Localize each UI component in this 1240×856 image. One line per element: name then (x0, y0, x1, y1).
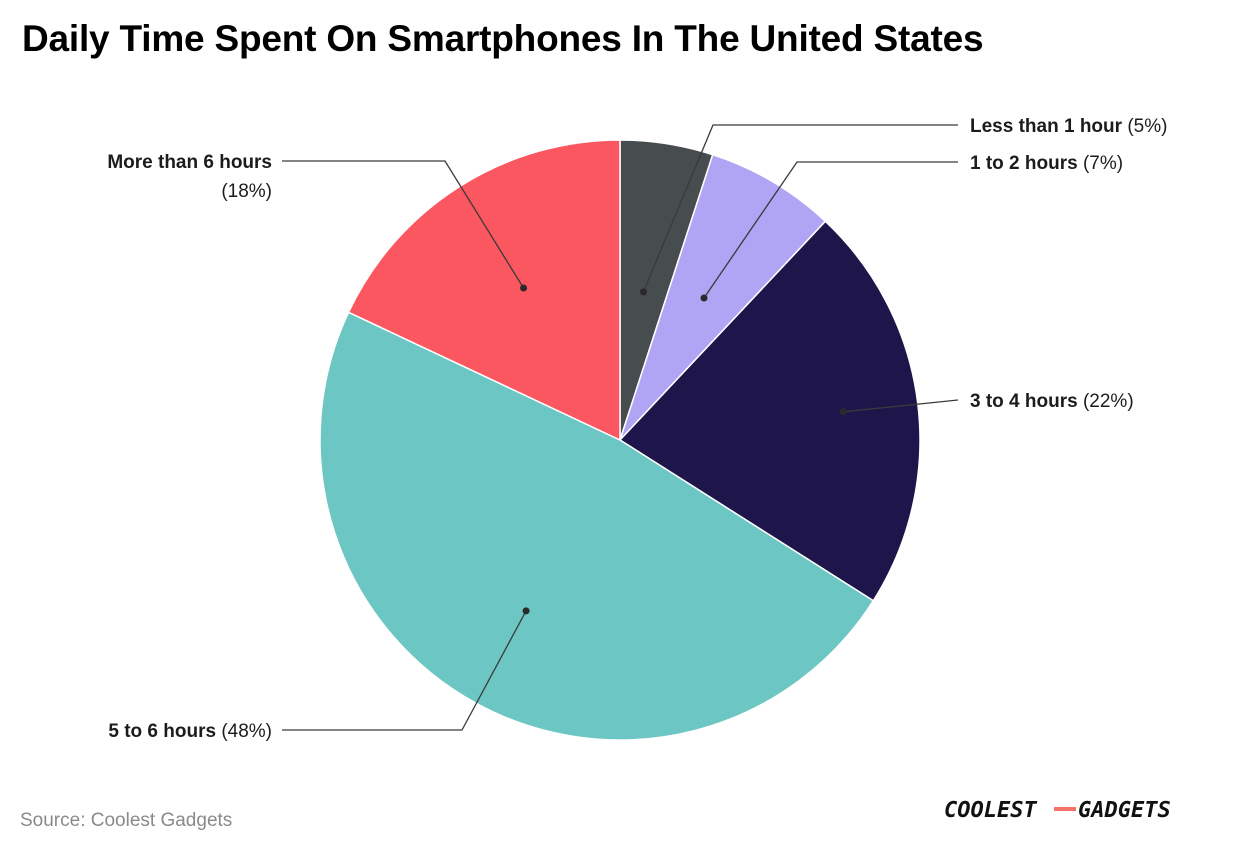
pie-slice-more-than-6-hours (347, 139, 621, 442)
slice-label-name: 3 to 4 hours (970, 391, 1083, 412)
logo-text-right: GADGETS (1078, 798, 1171, 823)
leader-line-more-than-6-hours (282, 160, 525, 289)
slice-label-value: (18%) (221, 181, 272, 202)
slice-label-name: Less than 1 hour (970, 116, 1127, 137)
logo-text-left: COOLEST (944, 798, 1037, 823)
leader-lines (282, 124, 959, 731)
slice-label-value: (22%) (1083, 391, 1134, 412)
slice-label-name: 1 to 2 hours (970, 153, 1083, 174)
leader-dot-5-to-6-hours (522, 607, 530, 615)
slice-label-name: More than 6 hours (107, 152, 272, 173)
pie-slice-1-to-2-hours (619, 153, 827, 441)
slice-labels: Less than 1 hour (5%)1 to 2 hours (7%)3 … (107, 116, 1167, 742)
chart-title: Daily Time Spent On Smartphones In The U… (22, 18, 984, 59)
slice-label-value: (5%) (1127, 116, 1167, 137)
leader-line-1-to-2-hours (703, 161, 958, 299)
slice-label-1-to-2-hours: 1 to 2 hours (7%) (970, 153, 1123, 174)
slice-label-more-than-6-hours: More than 6 hours (18%) (107, 152, 272, 202)
pie-slice-3-to-4-hours (618, 220, 921, 602)
leader-line-3-to-4-hours (843, 399, 959, 413)
coolest-gadgets-logo: COOLEST GADGETS (944, 798, 1171, 823)
leader-line-less-than-1-hour (642, 124, 958, 293)
pie-slice-5-to-6-hours (319, 311, 875, 741)
slice-label-value: (48%) (221, 721, 272, 742)
slice-label-5-to-6-hours: 5 to 6 hours (48%) (108, 721, 272, 742)
logo-dash (1054, 807, 1076, 811)
leader-dot-less-than-1-hour (639, 288, 647, 296)
leader-dot-more-than-6-hours (520, 284, 528, 292)
slice-label-less-than-1-hour: Less than 1 hour (5%) (970, 116, 1167, 137)
leader-dot-1-to-2-hours (700, 294, 708, 302)
leader-dot-3-to-4-hours (839, 408, 847, 416)
source-note: Source: Coolest Gadgets (20, 810, 233, 831)
slice-label-value: (7%) (1083, 153, 1123, 174)
leader-line-5-to-6-hours (282, 610, 527, 731)
slice-label-3-to-4-hours: 3 to 4 hours (22%) (970, 391, 1134, 412)
slice-label-name: 5 to 6 hours (108, 721, 221, 742)
pie-slices (319, 139, 921, 741)
